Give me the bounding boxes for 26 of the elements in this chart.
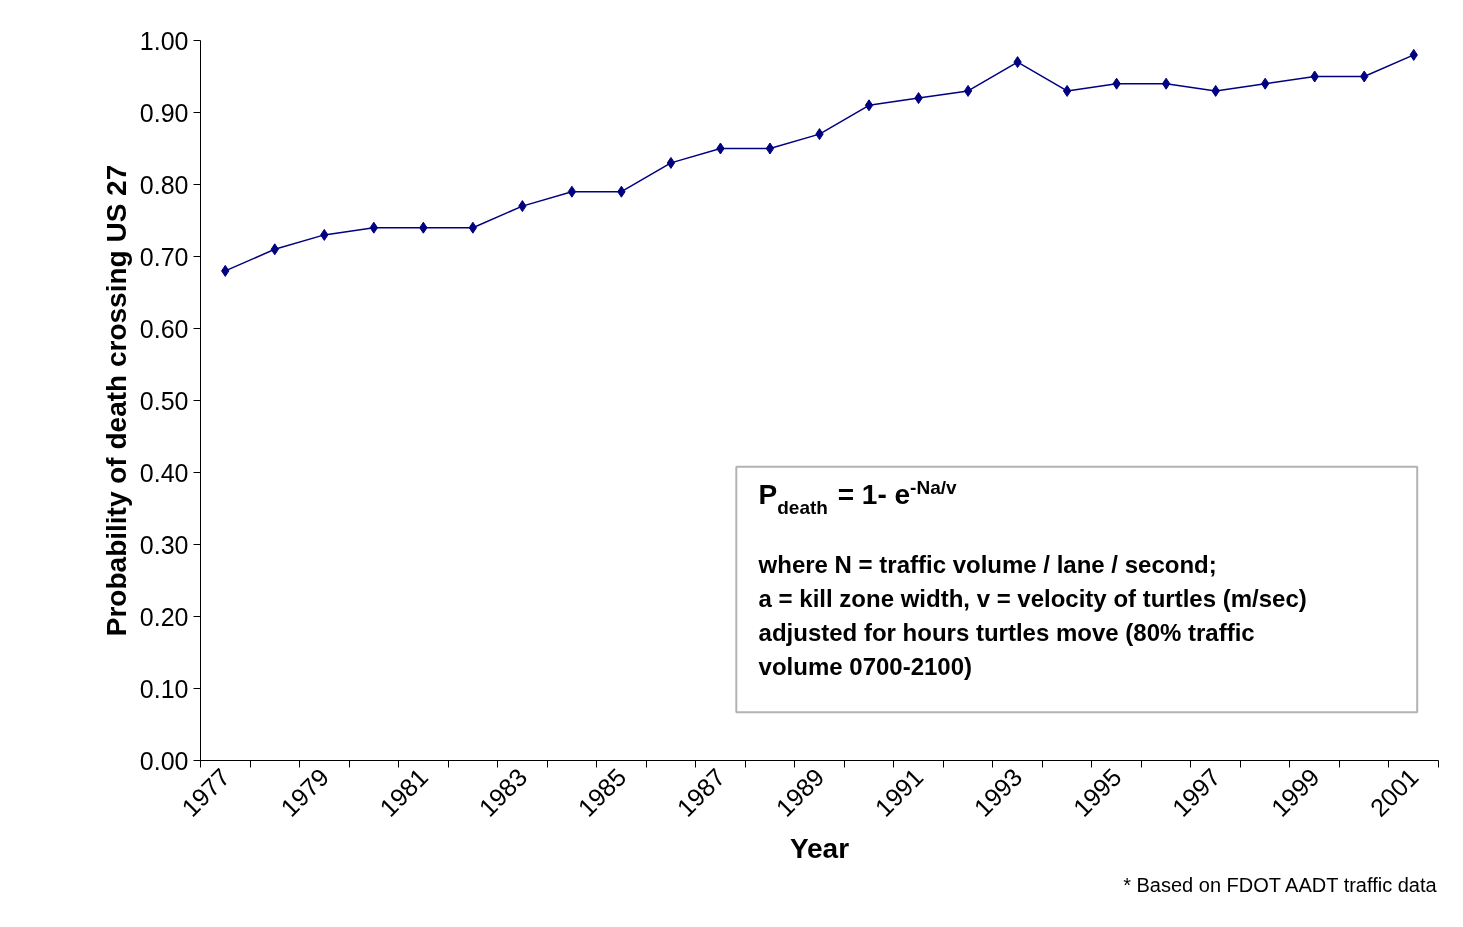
y-tick-label: 0.10 (139, 674, 189, 703)
point (567, 185, 577, 198)
y-tick-label: 0.80 (139, 170, 189, 199)
y-tick-label: 0.00 (139, 746, 189, 775)
y-tick-label: 1.00 (139, 26, 189, 55)
y-tick-label: 0.70 (139, 242, 189, 271)
annotation: where N = traffic volume / lane / second; (757, 551, 1217, 579)
annotation: adjusted for hours turtles move (80% traffic (758, 619, 1255, 647)
y-tick-label: 0.60 (139, 314, 189, 343)
point (864, 99, 874, 112)
point (666, 156, 676, 169)
point (468, 221, 478, 234)
annotation: a = kill zone width, v = velocity of turtles (m/sec) (758, 585, 1307, 613)
point (963, 84, 973, 97)
annotation: volume 0700-2100) (758, 652, 973, 680)
x-axis-title: Year (789, 832, 850, 864)
point (1161, 77, 1171, 90)
y-tick-label: 0.40 (139, 458, 189, 487)
text: * Based on FDOT AADT traffic data (1123, 873, 1438, 896)
y-tick-label: 0.50 (139, 386, 189, 415)
point (1062, 84, 1072, 97)
y-tick-label: 0.90 (139, 98, 189, 127)
point (765, 142, 775, 155)
y-tick-label: 0.30 (139, 530, 189, 559)
y-tick-label: 0.20 (139, 602, 189, 631)
y-axis-title: Probability of death crossing US 27 (100, 164, 132, 637)
